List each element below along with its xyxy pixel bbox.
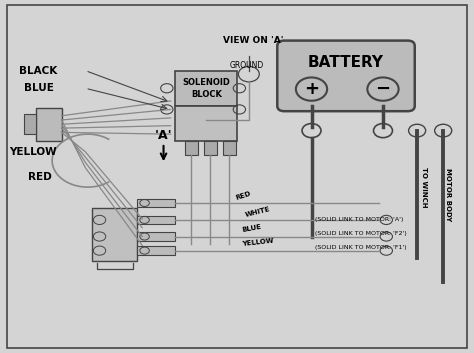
Bar [137, 232, 175, 241]
Text: 'A': 'A' [155, 130, 173, 142]
Text: WHITE: WHITE [244, 206, 271, 218]
Text: (SOLID LINK TO MOTOR: 'F2'): (SOLID LINK TO MOTOR: 'F2') [315, 231, 407, 236]
Text: YELLOW: YELLOW [9, 147, 57, 157]
Bar [175, 106, 237, 141]
Text: TO WINCH: TO WINCH [421, 167, 427, 207]
Bar [204, 141, 217, 155]
Text: BLACK: BLACK [19, 66, 57, 76]
Text: VIEW ON 'A': VIEW ON 'A' [223, 36, 284, 45]
Text: BATTERY: BATTERY [308, 55, 384, 70]
Bar [137, 216, 175, 224]
Text: −: − [375, 80, 391, 98]
Bar [137, 246, 175, 255]
Text: +: + [304, 80, 319, 98]
Bar [223, 141, 236, 155]
Text: (SOLID LINK TO MOTOR: 'A'): (SOLID LINK TO MOTOR: 'A') [315, 217, 403, 222]
Bar [175, 71, 237, 106]
Bar [185, 141, 198, 155]
Bar [24, 114, 36, 134]
Text: RED: RED [235, 190, 252, 201]
Bar [36, 108, 62, 141]
Text: (SOLID LINK TO MOTOR: 'F1'): (SOLID LINK TO MOTOR: 'F1') [315, 245, 407, 250]
Text: BLUE: BLUE [242, 224, 262, 233]
FancyBboxPatch shape [277, 41, 415, 111]
Text: YELLOW: YELLOW [242, 238, 274, 247]
Text: MOTOR BODY: MOTOR BODY [445, 168, 451, 221]
Bar [92, 208, 137, 261]
Text: SOLENOID
BLOCK: SOLENOID BLOCK [182, 78, 230, 98]
Text: RED: RED [28, 172, 52, 181]
Text: BLUE: BLUE [24, 83, 54, 93]
Bar [137, 199, 175, 207]
Text: GROUND: GROUND [229, 61, 264, 70]
